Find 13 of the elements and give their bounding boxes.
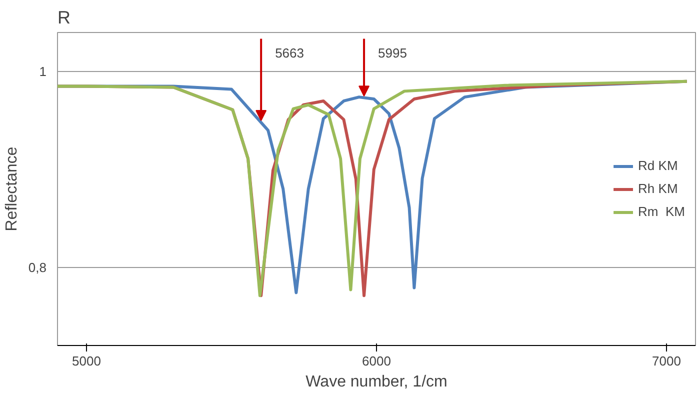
legend-label: Rh KM: [638, 181, 678, 196]
annotation: 5995: [378, 46, 407, 61]
legend-label: Rd KM: [638, 158, 678, 173]
x-tick-label: 6000: [362, 354, 391, 368]
x-axis-title: Wave number, 1/cm: [306, 374, 448, 390]
x-tick-label: 7000: [652, 354, 681, 368]
legend-label: Rm KM: [638, 204, 685, 219]
y-tick-label: 0,8: [28, 260, 47, 275]
chart-title: R: [58, 8, 70, 28]
x-tick-label: 5000: [72, 354, 101, 368]
y-axis-title: Reflectance: [3, 146, 20, 232]
y-tick-label: 1: [39, 64, 47, 80]
annotation: 5663: [275, 46, 304, 61]
